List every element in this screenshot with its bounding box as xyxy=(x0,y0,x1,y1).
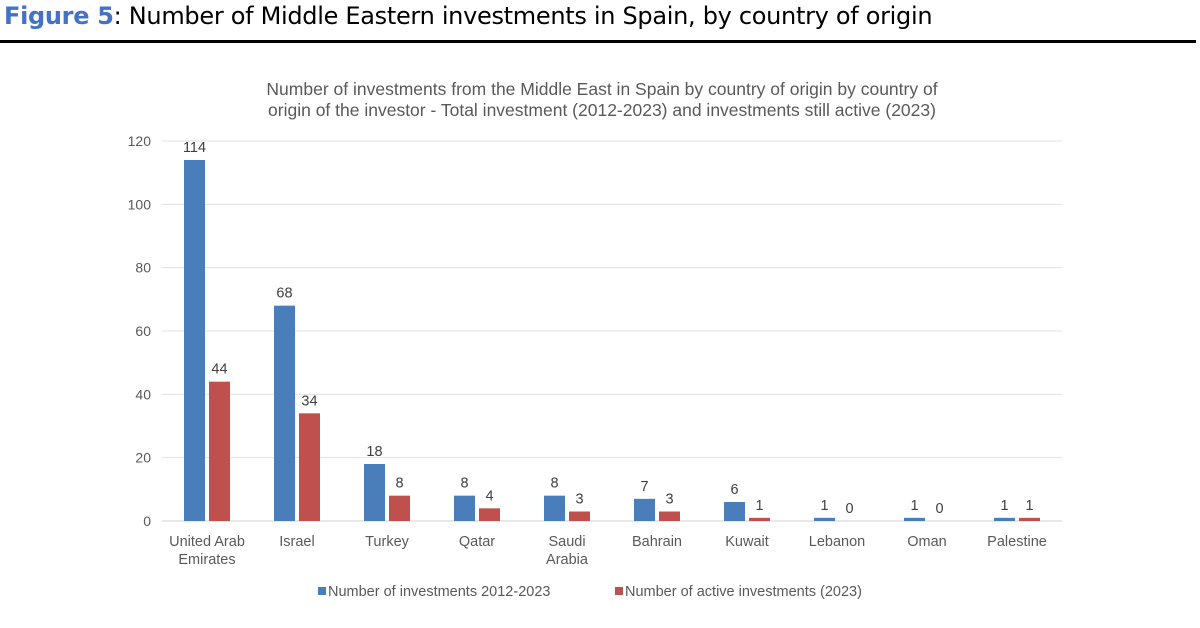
y-tick-label: 20 xyxy=(135,450,151,466)
data-label: 1 xyxy=(1000,498,1008,514)
data-label: 34 xyxy=(301,393,317,409)
x-tick-label: United Arab xyxy=(169,534,245,550)
bar xyxy=(479,508,500,521)
x-tick-label: Arabia xyxy=(546,552,589,568)
legend: Number of investments 2012-2023 Number of… xyxy=(318,584,862,600)
chart-title: Number of investments from the Middle Ea… xyxy=(266,79,937,120)
data-label: 1 xyxy=(1025,498,1033,514)
x-tick-label: Qatar xyxy=(459,534,495,550)
data-label: 6 xyxy=(730,482,738,498)
legend-label: Number of active investments (2023) xyxy=(625,584,862,600)
x-tick-label: Kuwait xyxy=(725,534,769,550)
legend-swatch xyxy=(615,587,623,595)
data-label: 1 xyxy=(820,498,828,514)
bar xyxy=(634,498,655,521)
bar xyxy=(389,495,410,521)
data-label: 4 xyxy=(485,488,493,504)
data-label: 3 xyxy=(575,492,583,508)
data-label: 7 xyxy=(640,479,648,495)
figure-heading: Figure 5: Number of Middle Eastern inves… xyxy=(4,2,933,30)
bar xyxy=(1019,517,1040,521)
bar xyxy=(209,381,230,521)
data-label: 8 xyxy=(550,476,558,492)
bars xyxy=(184,160,1040,521)
bar xyxy=(184,160,205,521)
x-tick-label: Bahrain xyxy=(632,534,682,550)
data-label: 18 xyxy=(366,444,382,460)
y-tick-label: 40 xyxy=(135,386,151,402)
bar xyxy=(749,517,770,521)
data-label: 114 xyxy=(183,140,206,156)
x-axis-labels: United Arab Emirates Israel Turkey Qatar Saud… xyxy=(169,534,1047,568)
data-label: 1 xyxy=(755,498,763,514)
x-tick-label: Israel xyxy=(279,534,314,550)
bar xyxy=(569,511,590,521)
gridlines xyxy=(162,140,1062,522)
heading-rule xyxy=(0,40,1196,43)
bar xyxy=(544,495,565,521)
legend-swatch xyxy=(318,587,326,595)
figure-number: Figure 5 xyxy=(4,2,114,30)
data-label: 3 xyxy=(665,492,673,508)
y-tick-label: 120 xyxy=(128,133,152,149)
data-label: 8 xyxy=(460,476,468,492)
x-tick-label: Palestine xyxy=(987,534,1047,550)
bar xyxy=(904,517,925,521)
bar xyxy=(274,305,295,521)
data-label: 8 xyxy=(395,476,403,492)
x-tick-label: Emirates xyxy=(178,552,235,568)
bar xyxy=(814,517,835,521)
y-tick-label: 0 xyxy=(143,513,151,529)
data-labels: 114 44 68 34 18 8 8 4 8 3 7 3 6 1 1 0 1 0 1 1 xyxy=(183,140,1034,517)
chart-title-line: origin of the investor - Total investmen… xyxy=(268,100,936,120)
x-tick-label: Lebanon xyxy=(809,534,865,550)
y-tick-label: 60 xyxy=(135,323,151,339)
figure-caption: : Number of Middle Eastern investments i… xyxy=(113,2,933,30)
y-tick-label: 80 xyxy=(135,260,151,276)
x-tick-label: Saudi xyxy=(548,534,585,550)
data-label: 0 xyxy=(845,501,853,517)
bar xyxy=(364,464,385,521)
data-label: 0 xyxy=(935,501,943,517)
y-tick-label: 100 xyxy=(128,196,152,212)
data-label: 68 xyxy=(276,286,292,302)
bar xyxy=(659,511,680,521)
bar xyxy=(299,413,320,521)
data-label: 44 xyxy=(211,362,227,378)
x-tick-label: Turkey xyxy=(365,534,410,550)
x-tick-label: Oman xyxy=(907,534,947,550)
chart-title-line: Number of investments from the Middle Ea… xyxy=(266,79,937,99)
bar xyxy=(994,517,1015,521)
bar xyxy=(724,502,745,521)
data-label: 1 xyxy=(910,498,918,514)
legend-label: Number of investments 2012-2023 xyxy=(328,584,550,600)
bar xyxy=(454,495,475,521)
y-axis-ticks: 0 20 40 60 80 100 120 xyxy=(128,133,152,529)
